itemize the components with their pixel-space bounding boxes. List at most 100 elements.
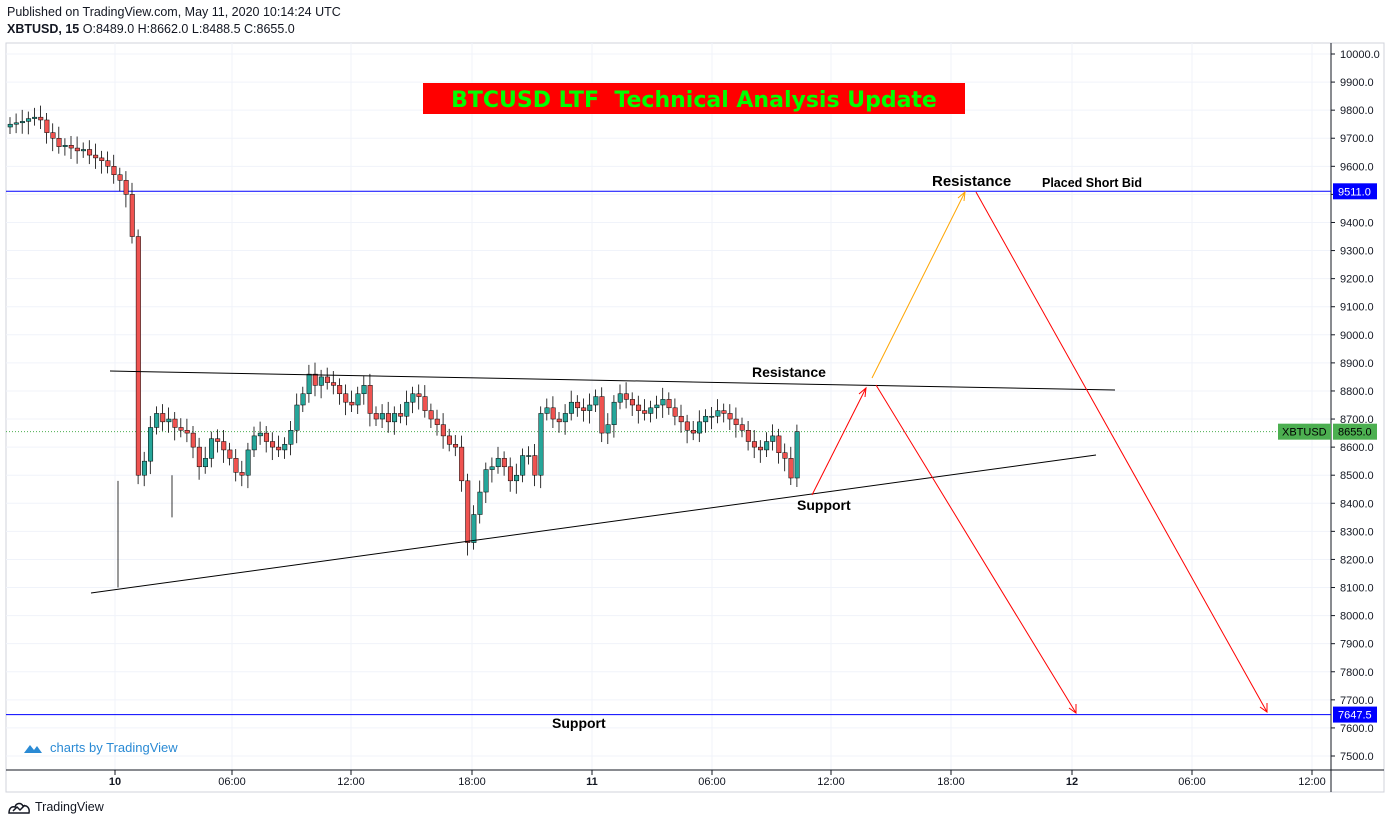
candle-body xyxy=(99,157,105,161)
candle-body xyxy=(166,418,172,423)
candle-body xyxy=(233,458,239,473)
y-tick-label: 9200.0 xyxy=(1340,274,1374,286)
footer-brand: TradingView xyxy=(35,800,104,814)
x-tick-label: 12 xyxy=(1066,776,1078,788)
candle-body xyxy=(617,393,623,403)
candle-body xyxy=(343,393,349,403)
candle-body xyxy=(68,145,74,149)
cloud-icon xyxy=(24,744,42,753)
candle-body xyxy=(538,413,544,476)
y-tick-label: 8700.0 xyxy=(1340,414,1374,426)
candle-body xyxy=(660,399,666,406)
y-tick-label: 9100.0 xyxy=(1340,302,1374,314)
candle-body xyxy=(776,435,782,453)
candle-body xyxy=(123,180,129,195)
candle-body xyxy=(453,444,459,448)
y-tick-label: 7900.0 xyxy=(1340,639,1374,651)
ohlc-legend: XBTUSD, 15 O:8489.0 H:8662.0 L:8488.5 C:… xyxy=(7,22,295,36)
level-price-tag-label: 7647.5 xyxy=(1338,710,1372,722)
symbol-label: XBTUSD, 15 xyxy=(7,22,80,36)
y-tick-label: 9000.0 xyxy=(1340,330,1374,342)
candle-body xyxy=(331,382,337,386)
price-tags: 9511.0 7647.5 XBTUSD 8655.0 xyxy=(1278,183,1377,723)
triangle-lower-line xyxy=(90,454,1097,594)
candle-body xyxy=(495,458,501,468)
y-tick-label: 8400.0 xyxy=(1340,498,1374,510)
high-label: H: xyxy=(137,22,151,36)
arrow-red-up-head xyxy=(858,386,867,398)
candle-body xyxy=(221,441,227,451)
candle-body xyxy=(599,396,605,434)
candle-body xyxy=(794,431,800,479)
arrow-orange-head xyxy=(957,190,966,202)
candle-body xyxy=(172,418,178,428)
candle-body xyxy=(575,401,581,409)
candle-body xyxy=(428,410,434,420)
candle-body xyxy=(7,123,13,128)
x-axis: 10 06:00 12:00 18:00 11 06:00 12:00 18:00 12 06:0… xyxy=(109,770,1326,788)
candle-body xyxy=(672,407,678,417)
candle-body xyxy=(74,147,80,152)
y-tick-label: 9400.0 xyxy=(1340,217,1374,229)
chart-frame xyxy=(5,42,1385,793)
candle-body xyxy=(489,466,495,470)
candle-body xyxy=(306,373,312,395)
candle-body xyxy=(758,446,764,451)
level-price-tag-label: 9511.0 xyxy=(1338,186,1371,198)
candle-body xyxy=(190,432,196,448)
y-axis: 7500.0 7600.0 7700.0 7800.0 7900.0 8000.0 8100… xyxy=(1331,49,1380,763)
candle-body xyxy=(568,401,574,414)
candle-body xyxy=(209,438,215,459)
x-tick-label: 12:00 xyxy=(337,776,365,788)
candle-body xyxy=(514,474,520,482)
candle-body xyxy=(739,424,745,431)
drawings xyxy=(90,190,1268,714)
symbol-tag xyxy=(1278,423,1331,440)
candle-body xyxy=(483,469,489,493)
candle-body xyxy=(593,396,599,406)
candle-body xyxy=(56,137,62,147)
candles xyxy=(7,105,800,588)
title-banner xyxy=(423,83,965,114)
candle-body xyxy=(526,455,532,457)
arrow-red-down-1 xyxy=(875,384,1077,714)
footer[interactable]: TradingView xyxy=(7,799,104,815)
candle-body xyxy=(550,407,556,420)
candle-body xyxy=(465,480,471,543)
candle-body xyxy=(215,438,221,442)
candle-body xyxy=(605,424,611,434)
candle-body xyxy=(105,160,111,167)
candle-body xyxy=(93,154,99,159)
candle-body xyxy=(50,132,56,139)
y-tick-label: 9600.0 xyxy=(1340,161,1374,173)
candle-body xyxy=(361,385,367,395)
candle-body xyxy=(477,491,483,515)
candle-body xyxy=(581,407,587,411)
triangle-upper-line xyxy=(109,370,1116,391)
watermark[interactable]: charts by TradingView xyxy=(22,740,178,755)
level-price-tag xyxy=(1333,706,1377,723)
candle-body xyxy=(629,399,635,406)
x-tick-label: 11 xyxy=(586,776,598,788)
candle-body xyxy=(721,410,727,414)
level-price-tag xyxy=(1333,183,1377,200)
candle-body xyxy=(690,430,696,434)
candle-body xyxy=(355,393,361,406)
y-tick-label: 8500.0 xyxy=(1340,470,1374,482)
chart-title: BTCUSD LTF Technical Analysis Update xyxy=(451,88,937,113)
open-label: O: xyxy=(82,22,96,36)
candle-body xyxy=(751,441,757,448)
candle-body xyxy=(80,149,86,152)
candle-body xyxy=(202,458,208,468)
y-tick-label: 9700.0 xyxy=(1340,133,1374,145)
candle-body xyxy=(507,466,513,482)
candle-body xyxy=(257,432,263,437)
candle-body xyxy=(697,421,703,434)
candle-body xyxy=(471,514,477,543)
low-value: 8488.5 xyxy=(202,22,241,36)
candle-body xyxy=(135,236,141,476)
symbol-tag-label: XBTUSD xyxy=(1282,427,1327,439)
candle-body xyxy=(422,396,428,411)
candle-body xyxy=(654,404,660,409)
